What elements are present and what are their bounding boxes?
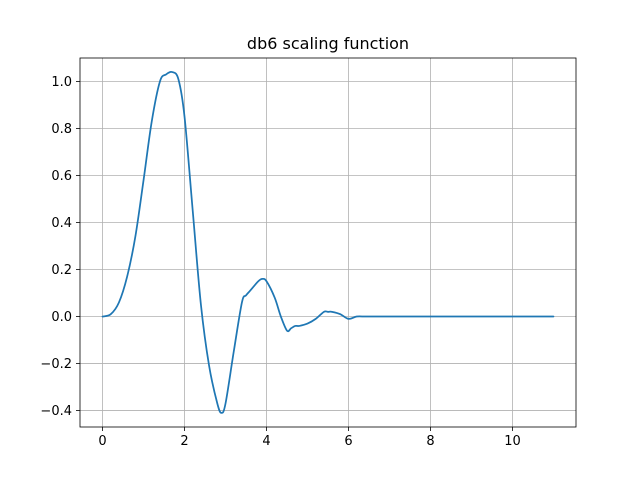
y-tick-label: 1.0 <box>51 75 72 90</box>
chart-title: db6 scaling function <box>247 34 409 53</box>
x-tick-label: 8 <box>426 434 434 449</box>
series-layer <box>101 71 555 414</box>
x-tick-label: 10 <box>504 434 521 449</box>
y-tick-label: 0.8 <box>51 122 72 137</box>
y-tick-label: 0.0 <box>51 310 72 325</box>
x-tick-label: 2 <box>180 434 188 449</box>
x-tick-label: 4 <box>262 434 270 449</box>
axes: 0 2 4 6 8 10 −0.4 −0.2 0.0 0.2 0.4 0.6 0.8 1.0 <box>40 75 520 449</box>
y-tick-label: 0.6 <box>51 169 72 184</box>
y-tick-label: 0.2 <box>51 263 72 278</box>
x-tick-label: 6 <box>344 434 352 449</box>
x-tick-label: 0 <box>98 434 106 449</box>
plot-frame <box>79 57 577 428</box>
grid <box>80 58 576 427</box>
y-tick-label: 0.4 <box>51 216 72 231</box>
y-tick-label: −0.2 <box>40 357 72 372</box>
series-line <box>101 71 555 414</box>
y-tick-label: −0.4 <box>40 404 72 419</box>
